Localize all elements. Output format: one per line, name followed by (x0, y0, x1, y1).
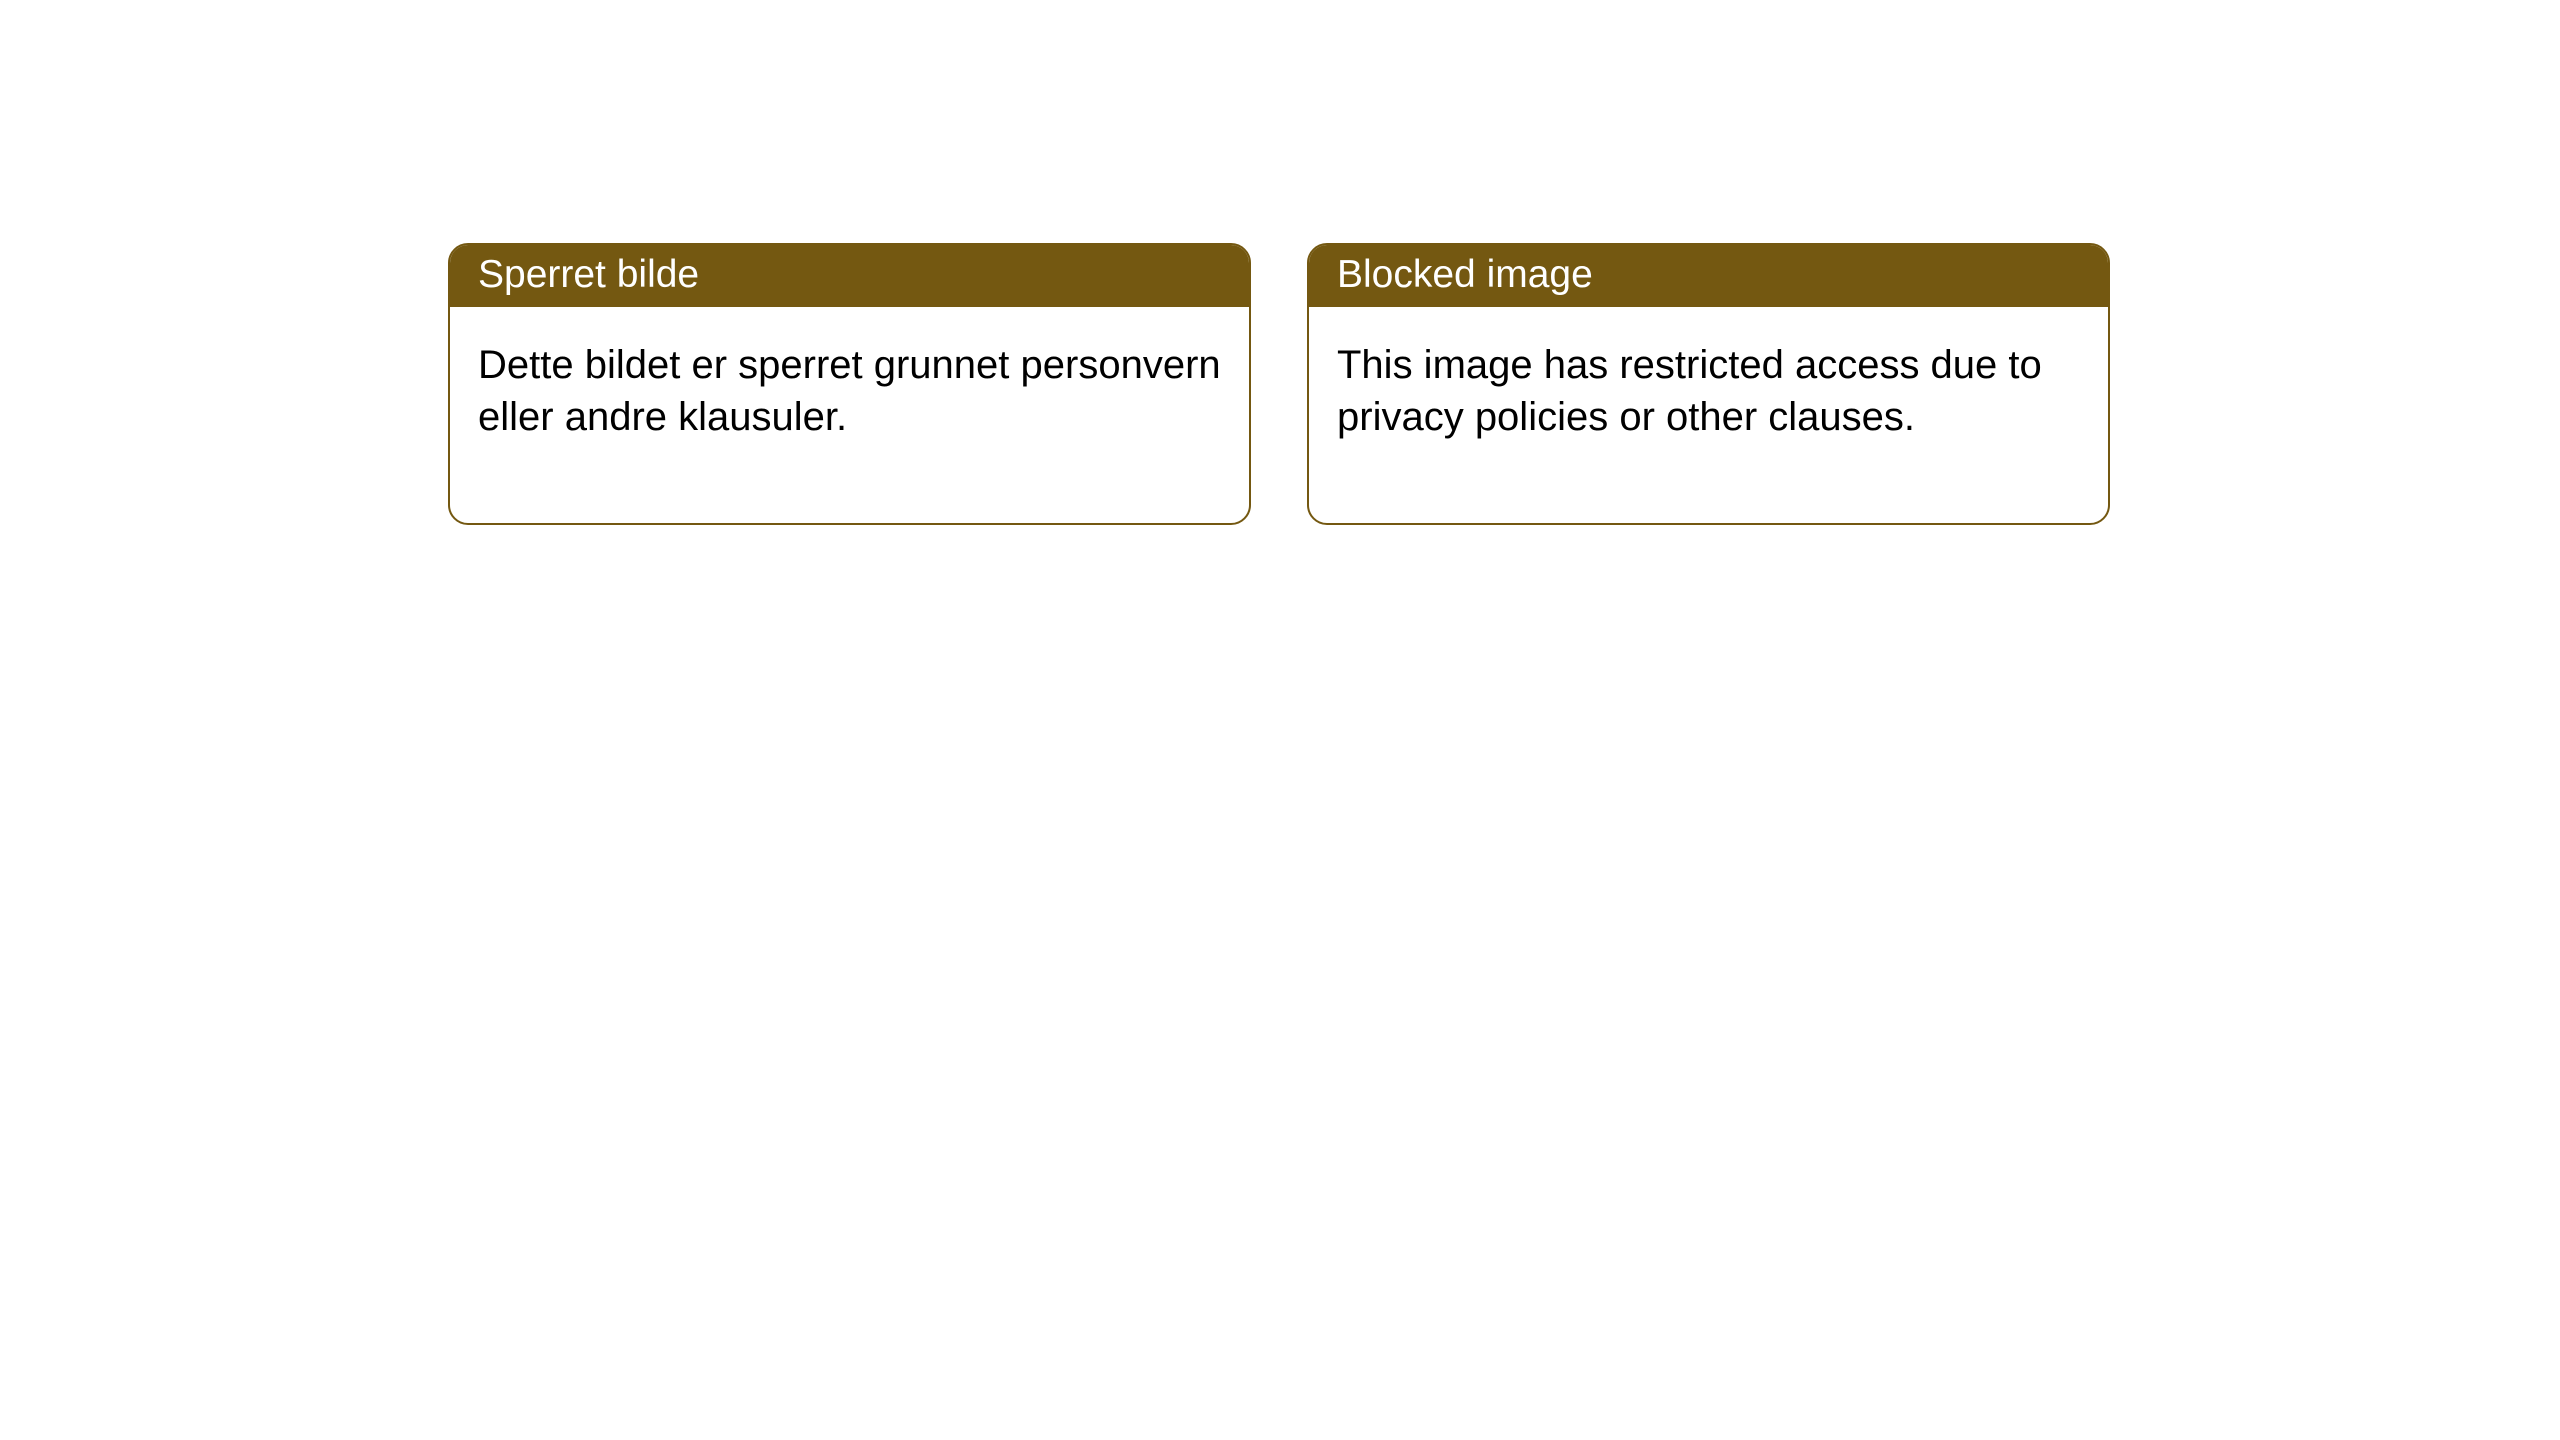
notice-card-norwegian: Sperret bilde Dette bildet er sperret gr… (448, 243, 1251, 525)
notice-body: This image has restricted access due to … (1309, 307, 2108, 523)
notice-title: Blocked image (1337, 253, 1593, 296)
notice-title: Sperret bilde (478, 253, 699, 296)
notice-card-english: Blocked image This image has restricted … (1307, 243, 2110, 525)
notice-message: This image has restricted access due to … (1337, 343, 2042, 439)
notice-body: Dette bildet er sperret grunnet personve… (450, 307, 1249, 523)
notice-header: Blocked image (1309, 245, 2108, 307)
notice-message: Dette bildet er sperret grunnet personve… (478, 343, 1221, 439)
notice-container: Sperret bilde Dette bildet er sperret gr… (0, 0, 2560, 525)
notice-header: Sperret bilde (450, 245, 1249, 307)
